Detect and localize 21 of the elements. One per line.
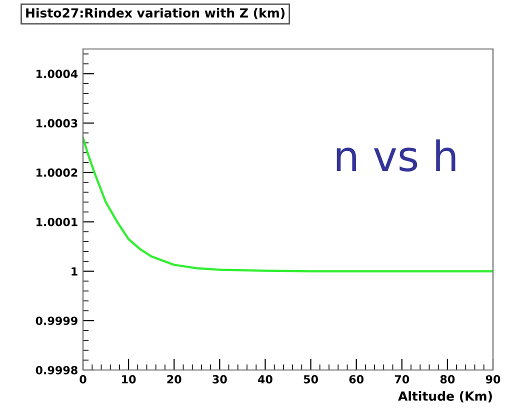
- y-tick-label: 0.9998: [36, 366, 78, 374]
- x-tick-label: 40: [258, 375, 272, 384]
- y-tick-label: 1.0004: [36, 70, 78, 78]
- x-axis-title: Altitude (Km): [398, 391, 492, 402]
- y-tick-label: 0.9999: [36, 316, 78, 325]
- x-tick-label: 30: [212, 375, 227, 384]
- y-tick-label: 1.0002: [36, 168, 78, 177]
- annotation: n vs h: [336, 139, 456, 172]
- x-tick-label: 70: [394, 375, 410, 384]
- line-series: [83, 136, 493, 272]
- x-tick-label: 0: [80, 375, 86, 384]
- chart-title: Histo27:Rindex variation with Z (km): [26, 8, 285, 20]
- y-tick-label: 1.0001: [36, 218, 78, 226]
- y-tick-label: 1: [72, 267, 78, 276]
- x-tick-label: 50: [304, 375, 318, 384]
- x-tick-label: 80: [440, 375, 455, 384]
- y-tick-label: 1.0003: [36, 119, 78, 128]
- x-tick-label: 20: [167, 375, 182, 384]
- x-tick-label: 10: [122, 375, 136, 384]
- x-tick-label: 90: [486, 375, 500, 384]
- x-tick-label: 60: [349, 375, 364, 384]
